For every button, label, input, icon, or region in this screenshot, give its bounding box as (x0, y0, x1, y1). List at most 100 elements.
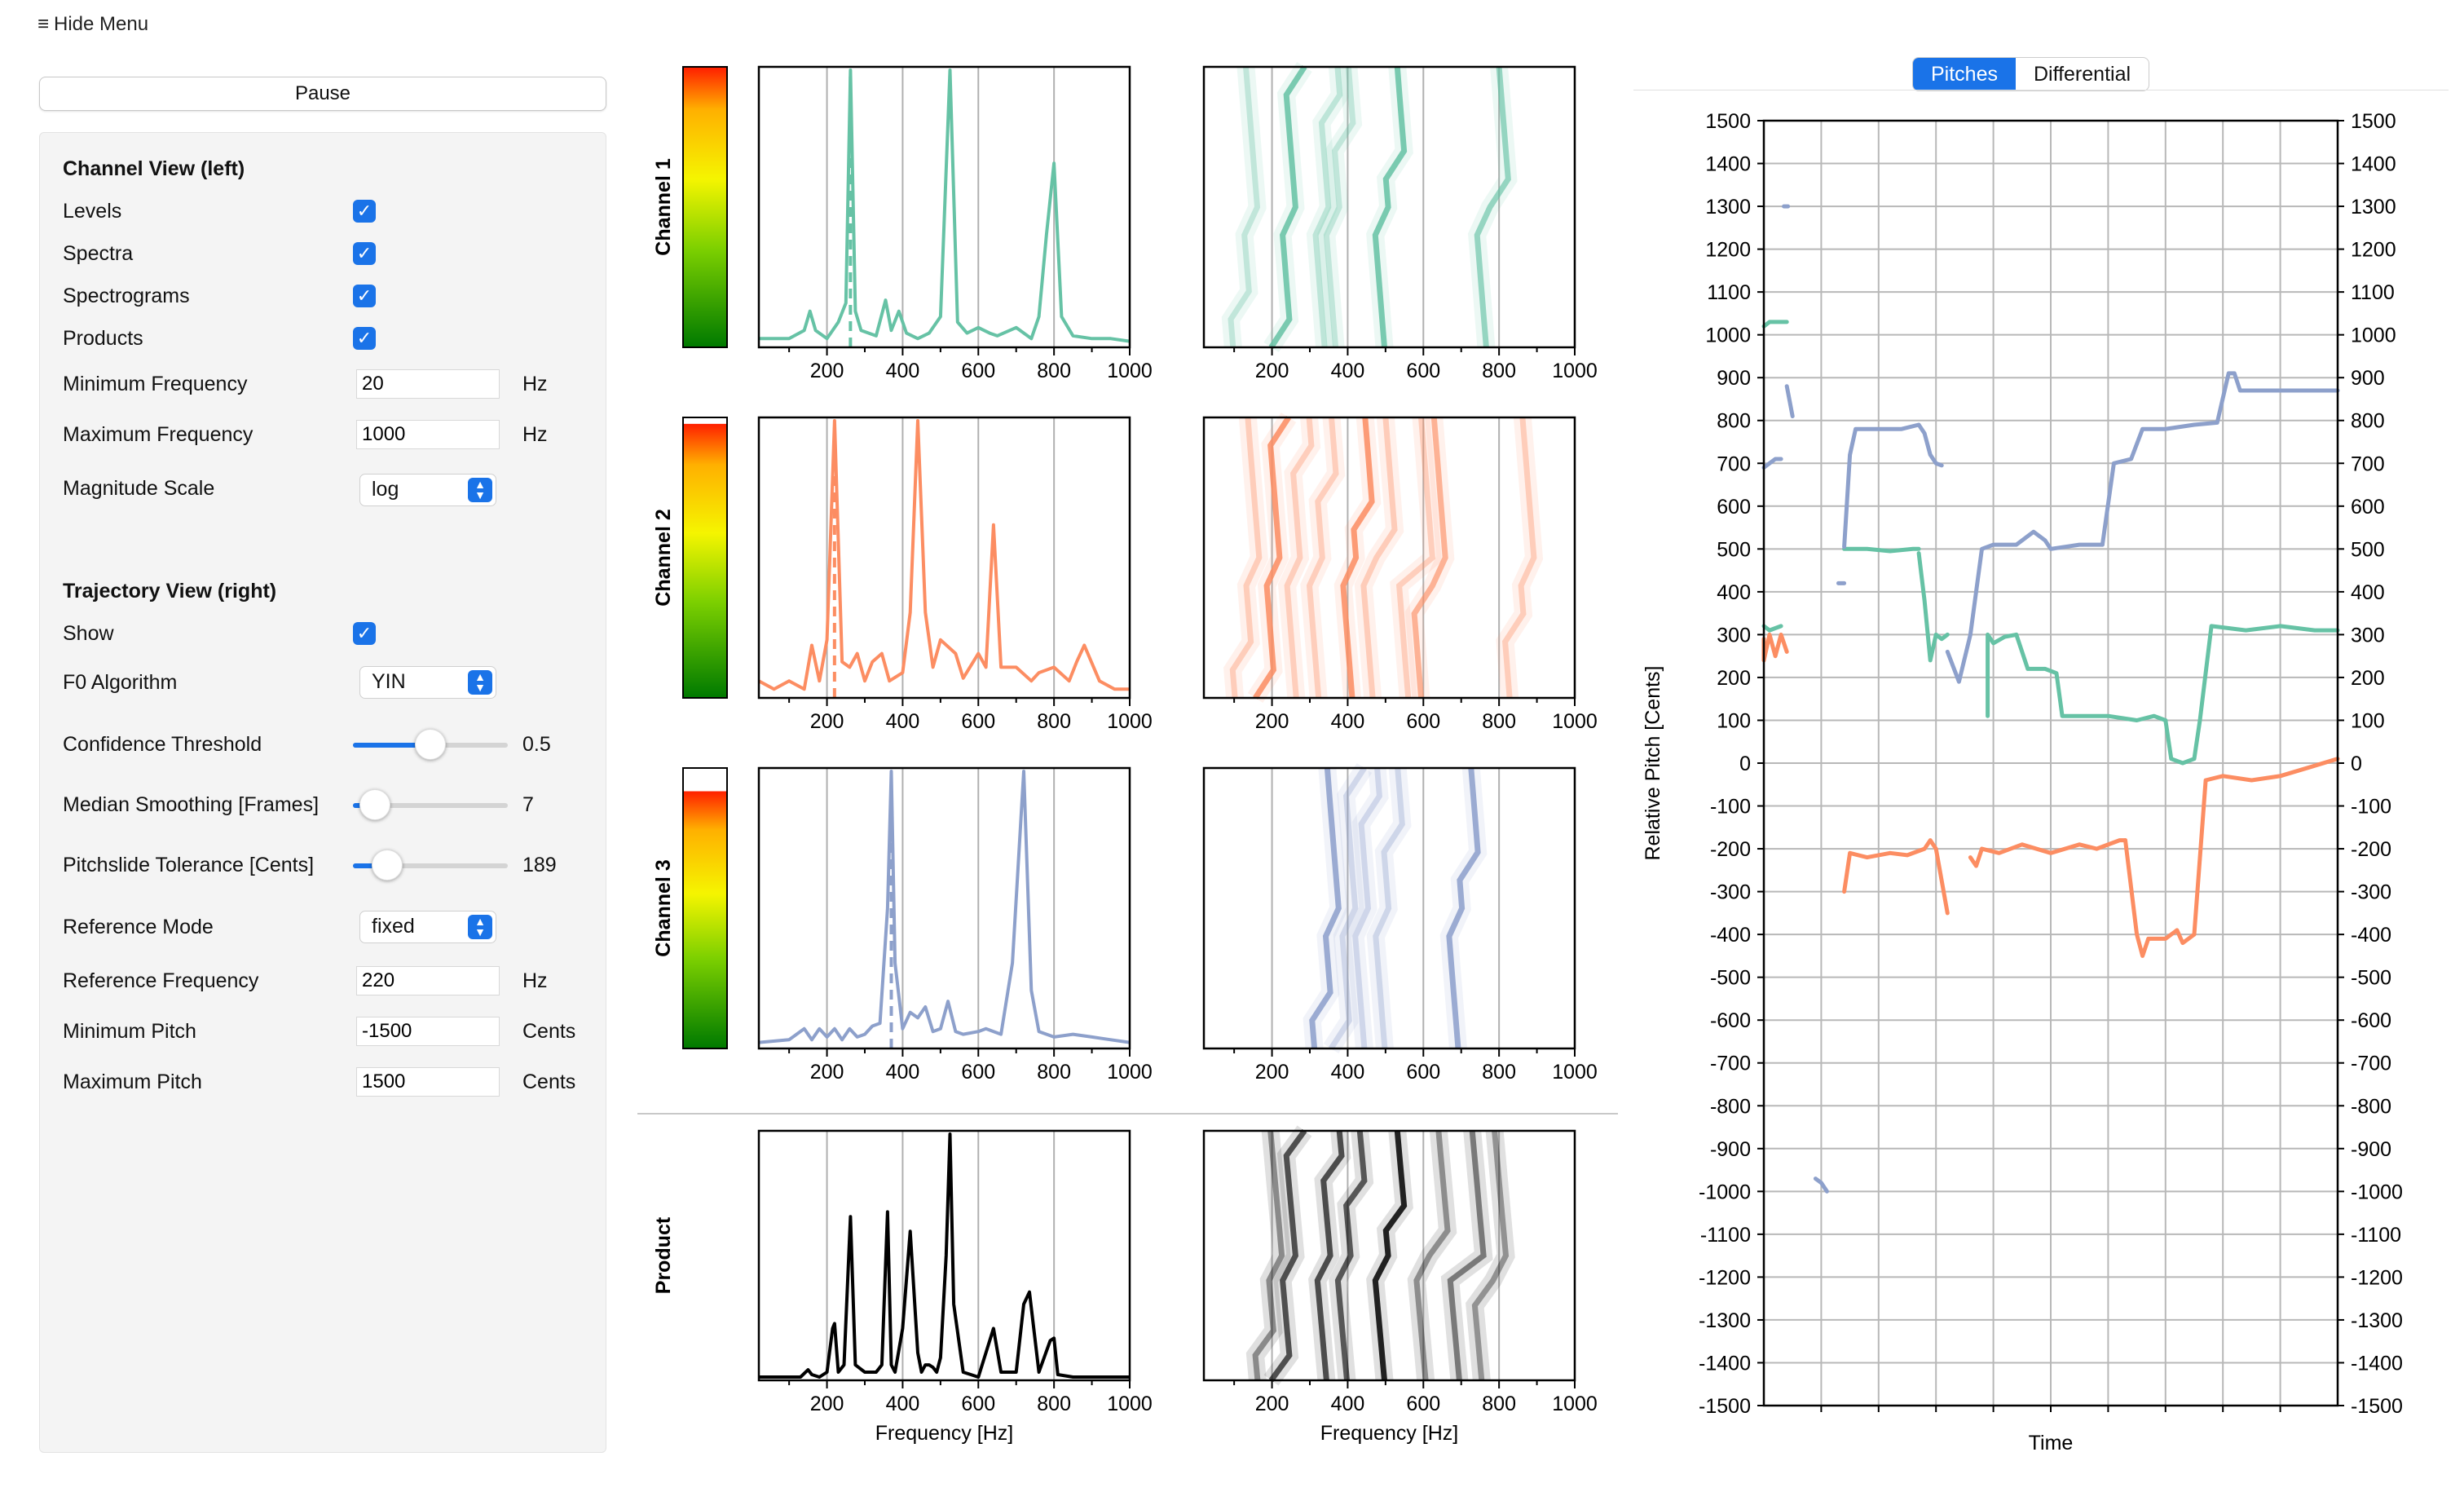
spectrogram-track (1354, 417, 1404, 699)
x-tick-label: 600 (961, 1393, 995, 1415)
chevron-updown-icon: ▲ ▼ (468, 915, 492, 939)
x-axis-label: Frequency [Hz] (875, 1422, 1014, 1445)
spectrogram-track (1366, 66, 1413, 348)
y-tick-label: 900 (1717, 367, 1751, 390)
spectrogram-track (1323, 763, 1373, 1053)
y-tick-label: -1500 (2351, 1395, 2403, 1418)
max-frequency-input[interactable] (356, 420, 500, 449)
confidence-threshold-slider[interactable] (353, 729, 508, 760)
y-tick-label: -200 (2351, 838, 2391, 861)
spectrogram-track (1360, 417, 1398, 699)
y-tick-label: 1200 (2351, 239, 2396, 262)
show-checkbox[interactable]: ✓ (353, 622, 376, 645)
spectrogram-frame (1202, 416, 1576, 700)
slider-fill (353, 863, 387, 868)
channel-label: Channel 1 (652, 158, 675, 256)
x-tick-label: 400 (886, 1061, 920, 1084)
spectrogram-track (1333, 417, 1382, 699)
y-tick-label: 200 (2351, 667, 2385, 690)
min-frequency-input[interactable] (356, 369, 500, 399)
spectrogram-track (1284, 417, 1315, 699)
spectrum-plot (757, 416, 1131, 700)
f0-algorithm-select[interactable]: YIN ▲ ▼ (359, 666, 496, 699)
slider-thumb[interactable] (415, 729, 446, 760)
y-tick-label: 600 (2351, 496, 2385, 519)
hide-menu-button[interactable]: ≡ Hide Menu (37, 13, 148, 36)
x-tick-label: 1000 (1107, 1393, 1153, 1415)
spectrogram-track (1366, 767, 1412, 1049)
spectrogram-track (1411, 417, 1448, 699)
y-tick-label: -1000 (2351, 1181, 2403, 1203)
spectrogram-track (1366, 1130, 1413, 1382)
reference-frequency-unit: Hz (522, 969, 548, 992)
spectrogram-plot (1202, 413, 1576, 703)
median-smoothing-slider[interactable] (353, 789, 508, 820)
slider-thumb[interactable] (359, 789, 390, 820)
x-tick-label: 600 (1406, 360, 1440, 382)
spectrogram-track (1228, 66, 1261, 348)
y-tick-label: 1000 (1705, 324, 1751, 347)
x-tick-label: 400 (1331, 710, 1365, 733)
x-axis-label: Frequency [Hz] (1320, 1422, 1459, 1445)
maximum-pitch-input[interactable] (356, 1067, 500, 1097)
level-meter-fill (684, 423, 726, 697)
levels-label: Levels (63, 200, 122, 223)
y-tick-label: 1400 (2351, 153, 2396, 176)
products-checkbox[interactable]: ✓ (353, 327, 376, 350)
spectrogram-track (1263, 1125, 1312, 1386)
minimum-pitch-input[interactable] (356, 1017, 500, 1046)
products-label: Products (63, 327, 143, 350)
pitch-series-line (1784, 384, 1795, 418)
pitch-series-line (1842, 422, 1944, 550)
y-tick-label: -500 (1710, 967, 1751, 990)
y-tick-label: 700 (2351, 452, 2385, 475)
x-tick-label: 800 (1037, 1393, 1071, 1415)
x-tick-label: 800 (1037, 360, 1071, 382)
x-tick-label: 800 (1037, 1061, 1071, 1084)
tab-pitches[interactable]: Pitches (1913, 58, 2016, 90)
spectrograms-checkbox[interactable]: ✓ (353, 285, 376, 307)
minimum-pitch-label: Minimum Pitch (63, 1020, 196, 1043)
x-tick-label: 800 (1482, 360, 1516, 382)
y-tick-label: 1500 (1705, 110, 1751, 133)
x-tick-label: 200 (1255, 1061, 1289, 1084)
y-tick-label: -700 (2351, 1053, 2391, 1075)
x-tick-label: 1000 (1552, 1393, 1598, 1415)
y-tick-label: -400 (2351, 924, 2391, 947)
spectrogram-track (1268, 1128, 1307, 1383)
x-tick-label: 600 (961, 710, 995, 733)
slider-thumb[interactable] (371, 850, 403, 881)
spectrogram-track (1440, 1129, 1493, 1382)
spectrogram-track (1390, 417, 1442, 699)
show-label: Show (63, 622, 114, 645)
pitch-trajectory-chart: 1500 1500 1400 1400 1300 1300 1200 1200 1100 1100… (1642, 110, 2403, 1454)
spectra-checkbox[interactable]: ✓ (353, 242, 376, 265)
y-tick-label: -1300 (2351, 1309, 2403, 1332)
pitch-series-line (1945, 529, 2105, 684)
spectrogram-track (1413, 1130, 1451, 1381)
spectra-label: Spectra (63, 242, 134, 265)
tab-differential[interactable]: Differential (2033, 63, 2131, 86)
y-tick-label: -1100 (2351, 1224, 2401, 1247)
channel-label: Product (652, 1216, 675, 1294)
reference-mode-select[interactable]: fixed ▲ ▼ (359, 911, 496, 943)
spectrum-plot (757, 65, 1131, 349)
spectrogram-frame (1202, 766, 1576, 1050)
y-tick-label: -900 (2351, 1138, 2391, 1161)
confidence-threshold-value: 0.5 (522, 733, 551, 756)
spectrogram-track (1496, 417, 1544, 699)
reference-frequency-input[interactable] (356, 966, 500, 995)
levels-checkbox[interactable]: ✓ (353, 200, 376, 223)
y-tick-label: 400 (1717, 581, 1751, 604)
spectrogram-track (1263, 62, 1312, 352)
magnitude-scale-select[interactable]: log ▲ ▼ (359, 474, 496, 506)
pitch-series-line (2100, 371, 2340, 547)
x-tick-label: 200 (1255, 360, 1289, 382)
y-tick-label: 1000 (2351, 324, 2396, 347)
pitch-series-line (2123, 838, 2197, 958)
x-tick-label: 1000 (1552, 1061, 1598, 1084)
pitchslide-tolerance-slider[interactable] (353, 850, 508, 881)
pause-button[interactable]: Pause (39, 77, 606, 111)
y-tick-label: 400 (2351, 581, 2385, 604)
hide-menu-label: Hide Menu (54, 13, 149, 35)
